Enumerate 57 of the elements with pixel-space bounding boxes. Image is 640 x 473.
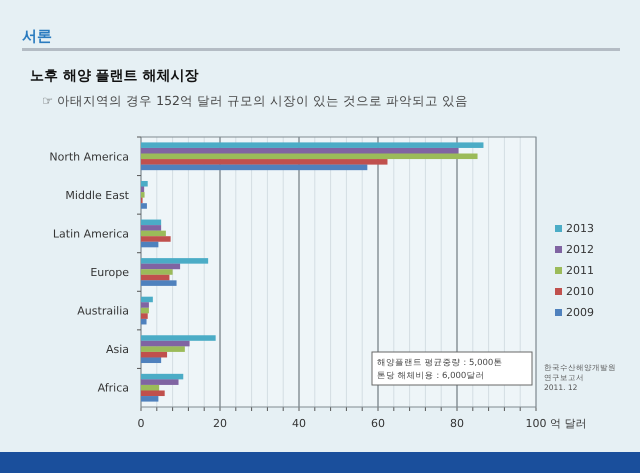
- bar: [141, 225, 162, 231]
- bar: [141, 302, 149, 308]
- legend-label: 2012: [566, 243, 594, 256]
- bar: [141, 154, 478, 160]
- bar: [141, 258, 208, 264]
- bar: [141, 220, 162, 226]
- bar: [141, 186, 144, 192]
- legend-label: 2013: [566, 222, 594, 235]
- y-tick-label: Austrailia: [77, 304, 129, 318]
- y-tick-label: Middle East: [65, 188, 130, 202]
- bar: [141, 308, 149, 314]
- text: 서론: [22, 27, 52, 45]
- bar: [141, 230, 166, 236]
- bar: [141, 335, 216, 341]
- bar: [141, 269, 173, 275]
- y-tick-label: Asia: [106, 343, 129, 356]
- y-tick-label: Latin America: [52, 227, 129, 240]
- legend-label: 2009: [566, 306, 594, 319]
- bar: [141, 159, 388, 165]
- bar: [141, 164, 368, 170]
- bar: [141, 180, 148, 187]
- bar: [141, 274, 170, 280]
- x-tick-label: 60: [371, 417, 385, 430]
- bar: [141, 192, 145, 198]
- bar: [141, 384, 160, 390]
- bar: [141, 148, 459, 154]
- x-tick-label: 80: [450, 417, 464, 430]
- bar: [141, 390, 165, 396]
- bar: [141, 296, 153, 302]
- bar: [141, 313, 148, 319]
- bar: [141, 236, 171, 242]
- bar: [141, 264, 180, 270]
- x-tick-label: 40: [292, 417, 306, 430]
- chart-subtitle: ☞ 아태지역의 경우 152억 달러 규모의 시장이 있는 것으로 파악되고 있음: [42, 93, 468, 108]
- x-tick-label: 100: [526, 417, 546, 430]
- bar: [141, 396, 158, 402]
- annotation: 해양플랜트 평균중량 : 5,000톤 톤당 해체비용 : 6,000달러: [377, 358, 502, 381]
- bar: [141, 352, 168, 358]
- x-tick-label: 0: [138, 417, 144, 430]
- x-tick-label: 20: [213, 417, 227, 430]
- bar: [141, 340, 190, 346]
- x-axis-title: 억 달러: [550, 417, 586, 430]
- y-tick-label: Africa: [98, 382, 129, 395]
- bar: [141, 280, 177, 286]
- bar: [141, 374, 184, 380]
- bar: [141, 142, 484, 148]
- bar: [141, 379, 179, 385]
- chart-title: 노후 해양 플랜트 해체시장: [30, 68, 199, 84]
- bar: [141, 242, 158, 248]
- y-tick-label: Europe: [90, 266, 130, 279]
- bar: [141, 203, 147, 209]
- y-tick-label: North America: [49, 150, 129, 164]
- bar: [141, 318, 147, 324]
- legend-label: 2011: [566, 264, 594, 277]
- bar: [141, 346, 185, 352]
- legend-label: 2010: [566, 285, 594, 298]
- bar: [141, 357, 162, 364]
